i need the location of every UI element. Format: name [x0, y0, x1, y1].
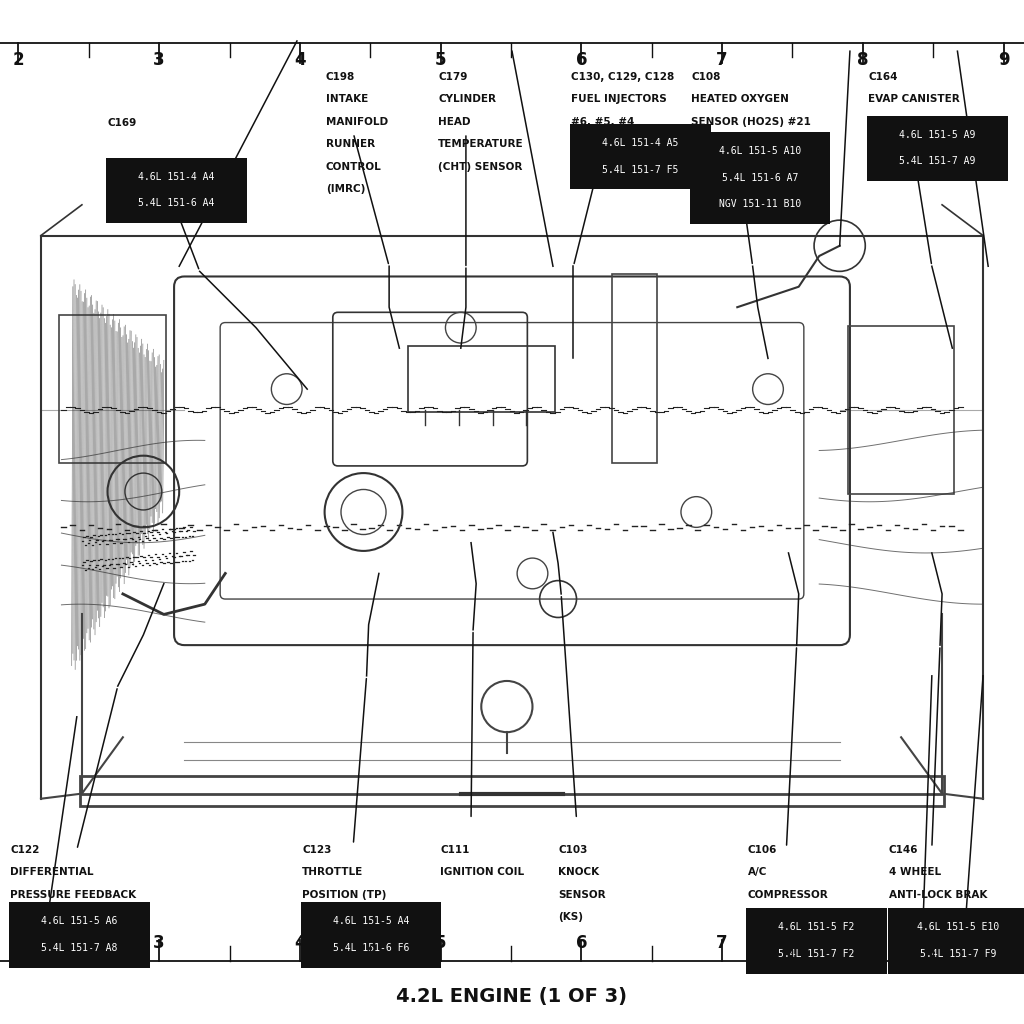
Text: 4.6L 151-5 E10: 4.6L 151-5 E10 [916, 923, 999, 933]
Text: KNOCK: KNOCK [558, 867, 599, 878]
Text: C179: C179 [438, 72, 468, 82]
Text: C198: C198 [326, 72, 355, 82]
FancyBboxPatch shape [9, 902, 150, 968]
Text: 5.4L 151-6 A4: 5.4L 151-6 A4 [138, 199, 215, 209]
Text: 4.6L 151-5 F2: 4.6L 151-5 F2 [778, 923, 855, 933]
Text: SENSOR (HO2S) #21: SENSOR (HO2S) #21 [691, 117, 811, 127]
Text: DIFFERENTIAL: DIFFERENTIAL [10, 867, 94, 878]
Text: 5.4L 151-7 F9: 5.4L 151-7 F9 [920, 949, 996, 959]
Text: 9: 9 [997, 934, 1010, 952]
Text: INTAKE: INTAKE [326, 94, 368, 104]
Text: (KS): (KS) [558, 912, 583, 923]
Text: C123: C123 [302, 845, 332, 855]
Text: HEATED OXYGEN: HEATED OXYGEN [691, 94, 790, 104]
Text: 8: 8 [857, 934, 868, 952]
Text: SENSOR: SENSOR [302, 912, 350, 923]
Text: 4: 4 [294, 51, 306, 70]
Text: 5.4L 151-7 F5: 5.4L 151-7 F5 [602, 165, 679, 175]
Text: C108: C108 [691, 72, 721, 82]
FancyBboxPatch shape [746, 908, 887, 974]
Text: 4.2L ENGINE (1 OF 3): 4.2L ENGINE (1 OF 3) [396, 986, 628, 1006]
Text: 7: 7 [716, 51, 728, 70]
Text: EVAP CANISTER: EVAP CANISTER [868, 94, 961, 104]
Text: SOLENOID: SOLENOID [748, 935, 808, 945]
Text: CLUTCH: CLUTCH [748, 912, 794, 923]
Text: 3: 3 [154, 934, 165, 952]
Text: NGV 151-11 B10: NGV 151-11 B10 [719, 200, 802, 210]
Text: 4 WHEEL: 4 WHEEL [889, 867, 941, 878]
FancyBboxPatch shape [301, 902, 441, 968]
Text: C111: C111 [440, 845, 470, 855]
Text: MODULE: MODULE [889, 935, 939, 945]
Text: A/C: A/C [748, 867, 767, 878]
Text: C122: C122 [10, 845, 40, 855]
Text: C146: C146 [889, 845, 919, 855]
Text: C103: C103 [558, 845, 588, 855]
Text: MANIFOLD: MANIFOLD [326, 117, 388, 127]
Text: (CHT) SENSOR: (CHT) SENSOR [438, 162, 522, 172]
Text: PURGE VALVE: PURGE VALVE [868, 117, 947, 127]
Text: CONTROL: CONTROL [326, 162, 381, 172]
Text: ANTI-LOCK BRAK: ANTI-LOCK BRAK [889, 890, 987, 900]
Text: 4.6L 151-4 A5: 4.6L 151-4 A5 [602, 138, 679, 148]
Text: 9: 9 [997, 51, 1010, 70]
Text: 4: 4 [294, 934, 306, 952]
FancyBboxPatch shape [570, 124, 711, 189]
Text: 6: 6 [575, 51, 587, 70]
FancyBboxPatch shape [690, 132, 830, 224]
Text: 5.4L 151-7 F2: 5.4L 151-7 F2 [778, 949, 855, 959]
Text: 5.4L 151-7 A8: 5.4L 151-7 A8 [41, 943, 118, 953]
Text: 6: 6 [575, 934, 587, 952]
Text: 5.4L 151-6 F6: 5.4L 151-6 F6 [333, 943, 410, 953]
FancyBboxPatch shape [888, 908, 1024, 974]
Text: THROTTLE: THROTTLE [302, 867, 364, 878]
FancyBboxPatch shape [867, 116, 1008, 181]
Text: PRESSURE FEEDBACK: PRESSURE FEEDBACK [10, 890, 136, 900]
Text: 3: 3 [154, 51, 165, 70]
Text: 2: 2 [12, 934, 25, 952]
Text: (IMRC): (IMRC) [326, 184, 365, 195]
Text: SYSTEM (4WABS): SYSTEM (4WABS) [889, 912, 991, 923]
Text: 8: 8 [857, 51, 868, 70]
Text: EGR (DPFE) SENSOR: EGR (DPFE) SENSOR [10, 912, 129, 923]
Text: POSITION (TP): POSITION (TP) [302, 890, 386, 900]
Text: C130, C129, C128: C130, C129, C128 [571, 72, 675, 82]
Text: 7: 7 [716, 934, 728, 952]
Text: 5: 5 [435, 934, 446, 952]
Text: 4.6L 151-5 A6: 4.6L 151-5 A6 [41, 916, 118, 927]
Text: RUNNER: RUNNER [326, 139, 375, 150]
Text: 4.6L 151-5 A4: 4.6L 151-5 A4 [333, 916, 410, 927]
Text: 4.6L 151-5 A10: 4.6L 151-5 A10 [719, 146, 802, 157]
Text: C106: C106 [748, 845, 777, 855]
FancyBboxPatch shape [106, 158, 247, 223]
Text: #6, #5, #4: #6, #5, #4 [571, 117, 635, 127]
Text: SENSOR: SENSOR [558, 890, 606, 900]
Text: 4.6L 151-4 A4: 4.6L 151-4 A4 [138, 172, 215, 182]
Text: C164: C164 [868, 72, 898, 82]
Text: 2: 2 [12, 51, 25, 70]
Text: 5: 5 [435, 51, 446, 70]
Text: TEMPERATURE: TEMPERATURE [438, 139, 524, 150]
Text: 5.4L 151-7 A9: 5.4L 151-7 A9 [899, 157, 976, 167]
Text: C169: C169 [108, 118, 137, 128]
Text: IGNITION COIL: IGNITION COIL [440, 867, 524, 878]
Text: 5.4L 151-6 A7: 5.4L 151-6 A7 [722, 173, 799, 183]
Text: COMPRESSOR: COMPRESSOR [748, 890, 828, 900]
Text: FUEL INJECTORS: FUEL INJECTORS [571, 94, 668, 104]
Text: CYLINDER: CYLINDER [438, 94, 497, 104]
Text: HEAD: HEAD [438, 117, 471, 127]
Text: 4.6L 151-5 A9: 4.6L 151-5 A9 [899, 130, 976, 140]
